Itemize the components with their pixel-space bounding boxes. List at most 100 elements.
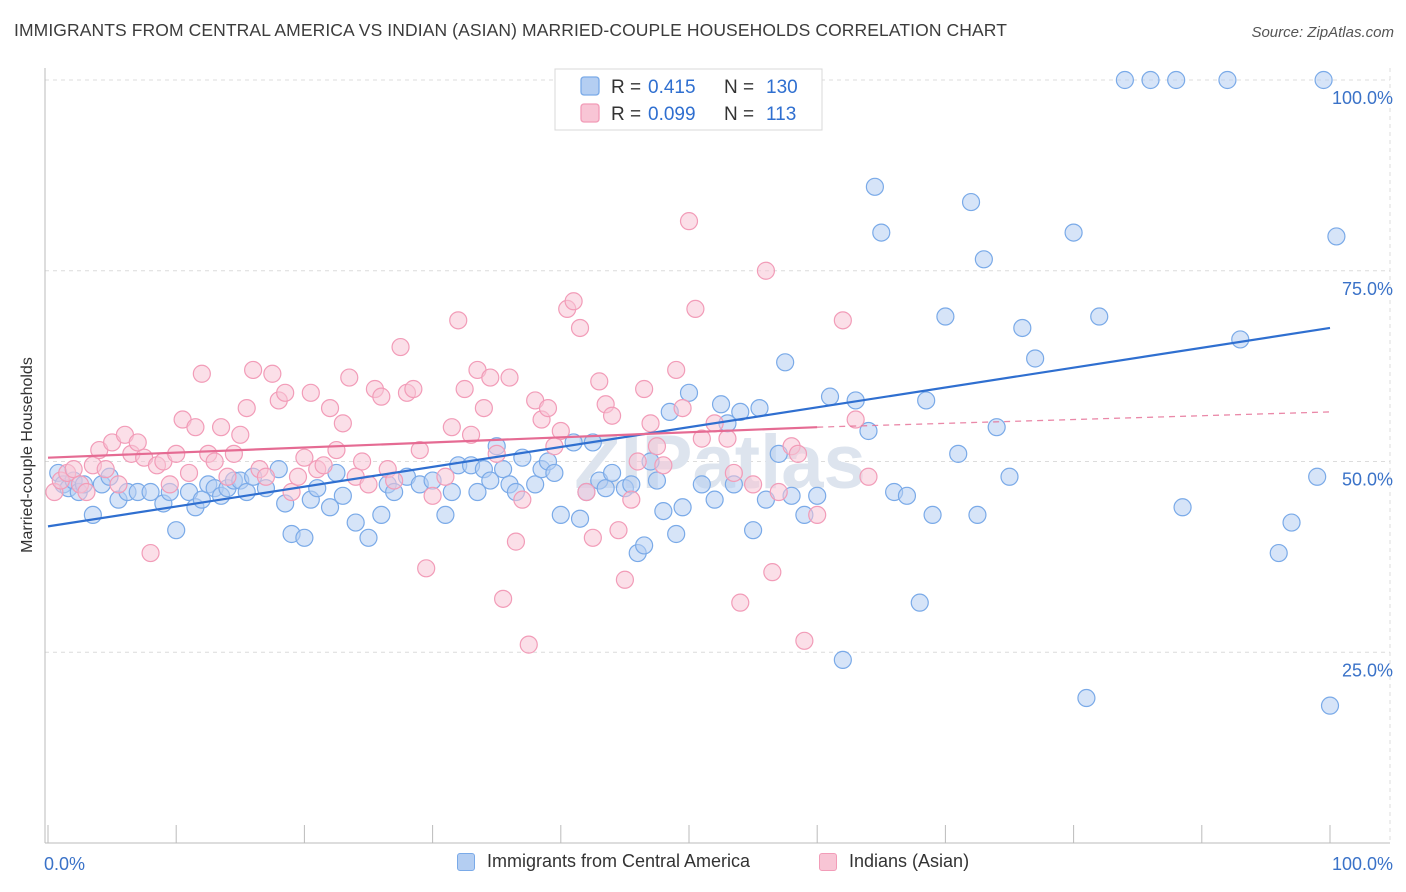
data-point-central-america — [859, 421, 878, 441]
data-point-indians-asian — [481, 368, 500, 387]
data-point-central-america — [308, 479, 327, 498]
data-point-central-america — [974, 250, 993, 269]
x-tick-label-left: 0.0% — [44, 854, 85, 874]
bottom-legend-label: Immigrants from Central America — [487, 851, 751, 871]
data-point-central-america — [673, 498, 692, 517]
legend-swatch-central-america — [457, 852, 475, 871]
gridlines — [45, 68, 1391, 843]
data-point-central-america — [1173, 498, 1192, 517]
data-point-indians-asian — [276, 383, 295, 402]
stats-r-label: R = — [611, 104, 641, 125]
bottom-legend: Immigrants from Central America Indians … — [0, 851, 1406, 877]
data-point-central-america — [743, 521, 763, 540]
bottom-legend-label: Indians (Asian) — [849, 851, 970, 871]
data-point-indians-asian — [449, 311, 468, 330]
data-point-central-america — [602, 463, 622, 483]
data-point-indians-asian — [205, 452, 224, 471]
data-point-central-america — [436, 505, 455, 525]
data-point-indians-asian — [846, 410, 865, 429]
data-point-central-america — [1167, 70, 1186, 90]
data-point-central-america — [494, 460, 513, 479]
data-point-central-america — [237, 482, 256, 502]
data-point-central-america — [551, 505, 570, 525]
data-point-indians-asian — [679, 212, 699, 231]
stats-legend-swatch — [580, 76, 600, 96]
data-point-indians-asian — [211, 418, 231, 437]
data-point-indians-asian — [474, 398, 493, 418]
data-point-central-america — [1308, 467, 1327, 486]
data-point-central-america — [949, 444, 968, 463]
data-point-central-america — [570, 509, 590, 528]
data-point-central-america — [295, 528, 314, 547]
data-point-central-america — [1077, 688, 1096, 708]
series-central-america-points — [49, 70, 1346, 715]
data-point-indians-asian — [109, 475, 128, 494]
data-point-indians-asian — [692, 429, 711, 448]
data-point-indians-asian — [141, 543, 160, 563]
data-point-central-america — [468, 482, 487, 502]
data-point-indians-asian — [667, 360, 686, 380]
data-point-central-america — [1282, 513, 1301, 532]
data-point-indians-asian — [327, 440, 346, 460]
trend-line-indians-asian — [47, 426, 818, 459]
data-point-indians-asian — [320, 398, 340, 418]
data-point-indians-asian — [224, 444, 243, 463]
data-point-indians-asian — [410, 440, 429, 460]
data-point-indians-asian — [795, 631, 814, 650]
data-point-central-america — [910, 593, 929, 612]
data-point-indians-asian — [622, 490, 641, 509]
data-point-central-america — [442, 482, 461, 502]
data-point-central-america — [1320, 696, 1340, 715]
stats-n-value: 130 — [766, 77, 798, 98]
bottom-legend-item-indians-asian[interactable]: Indians (Asian) — [819, 851, 969, 872]
data-point-central-america — [711, 395, 731, 414]
data-point-indians-asian — [128, 433, 147, 452]
data-point-central-america — [750, 398, 769, 418]
data-point-indians-asian — [455, 379, 474, 399]
data-point-central-america — [917, 391, 936, 410]
data-point-indians-asian — [244, 360, 263, 380]
data-point-central-america — [833, 650, 852, 669]
data-point-central-america — [359, 528, 378, 547]
data-point-indians-asian — [192, 364, 211, 383]
data-point-central-america — [1218, 70, 1237, 90]
data-point-indians-asian — [295, 448, 314, 467]
data-point-indians-asian — [314, 456, 333, 475]
data-point-central-america — [987, 418, 1006, 437]
data-point-central-america — [923, 505, 942, 525]
stats-r-label: R = — [611, 77, 641, 98]
data-point-indians-asian — [788, 444, 808, 463]
data-point-central-america — [333, 486, 352, 505]
stats-r-value: 0.099 — [648, 104, 696, 125]
data-point-central-america — [820, 387, 840, 406]
data-point-indians-asian — [513, 490, 532, 509]
data-point-indians-asian — [654, 456, 673, 475]
y-tick-label: 50.0% — [1342, 470, 1393, 490]
data-point-indians-asian — [442, 418, 461, 437]
data-point-central-america — [1141, 70, 1160, 90]
data-point-indians-asian — [256, 467, 276, 486]
data-point-indians-asian — [352, 452, 372, 471]
data-point-indians-asian — [77, 482, 96, 502]
data-point-indians-asian — [487, 444, 506, 463]
data-point-central-america — [968, 505, 987, 525]
data-point-indians-asian — [570, 318, 590, 338]
legend-swatch-indians-asian — [819, 852, 837, 871]
data-point-indians-asian — [833, 311, 852, 330]
data-point-indians-asian — [64, 460, 83, 479]
x-tick-labels: 0.0% 100.0% — [44, 854, 1393, 874]
data-point-indians-asian — [564, 292, 583, 311]
chart-title: IMMIGRANTS FROM CENTRAL AMERICA VS INDIA… — [14, 20, 1007, 40]
stats-legend-swatch — [580, 103, 600, 123]
data-point-central-america — [776, 353, 795, 372]
data-point-central-america — [372, 505, 391, 525]
data-point-indians-asian — [218, 467, 237, 486]
data-point-indians-asian — [538, 398, 558, 418]
data-point-indians-asian — [372, 387, 391, 406]
data-point-central-america — [731, 402, 750, 422]
trend-line-extension-indians-asian — [817, 411, 1331, 428]
bottom-legend-item-central-america[interactable]: Immigrants from Central America — [457, 851, 750, 872]
data-point-indians-asian — [263, 364, 282, 383]
y-tick-labels: 25.0% 50.0% 75.0% 100.0% — [1332, 88, 1393, 680]
data-point-indians-asian — [231, 425, 250, 444]
